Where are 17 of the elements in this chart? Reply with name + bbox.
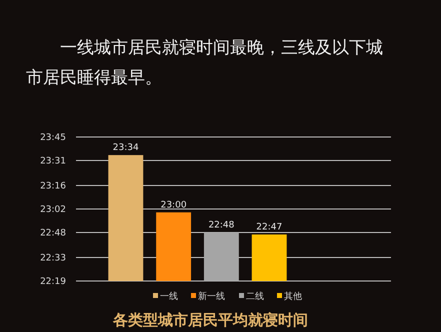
y-tick-label: 22:19 [40,277,66,287]
legend-label: 其他 [284,291,302,302]
y-tick-label: 23:45 [40,133,66,143]
text: 各类型城市居民平均就寝时间 [112,311,308,329]
data-label: 23:00 [160,200,187,210]
y-tick-label: 23:16 [40,182,66,192]
y-tick-label: 23:31 [40,156,66,166]
legend-label: 二线 [246,291,264,302]
legend-label: 新一线 [198,291,225,302]
legend-label: 一线 [160,291,178,302]
y-tick-label: 22:33 [40,254,66,264]
y-tick-label: 23:02 [40,205,66,216]
data-label: 23:34 [112,143,139,154]
chart-subtitle: 一线城市居民就寝时间最晚，三线及以下城市居民睡得最早。 [26,38,383,88]
data-label: 22:47 [256,222,282,232]
y-tick-label: 22:48 [40,228,66,238]
data-label: 22:48 [208,220,235,230]
